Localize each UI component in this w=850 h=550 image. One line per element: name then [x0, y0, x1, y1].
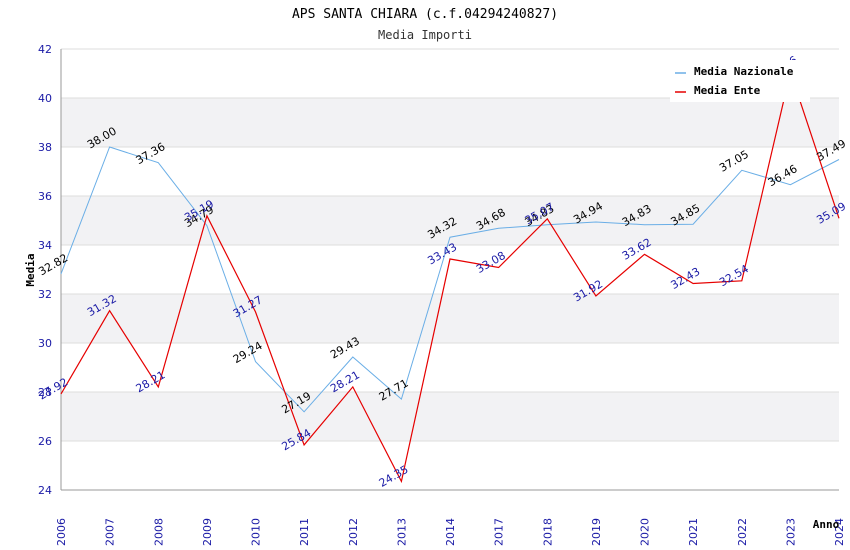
data-label-nazionale: 37.05	[717, 148, 751, 175]
x-tick-label: 2008	[152, 518, 165, 546]
x-tick-label: 2011	[298, 518, 311, 546]
data-label-nazionale: 36.46	[766, 162, 800, 189]
data-label-nazionale: 32.82	[36, 251, 70, 278]
legend-label-ente: Media Ente	[694, 84, 761, 97]
y-tick-label: 26	[38, 435, 52, 448]
grid-bands	[61, 98, 839, 441]
x-tick-label: 2019	[590, 518, 603, 546]
y-tick-label: 36	[38, 190, 52, 203]
x-tick-label: 2020	[639, 518, 652, 546]
x-tick-label: 2013	[395, 518, 408, 546]
data-label-ente: 33.08	[474, 249, 508, 276]
x-tick-label: 2024	[833, 518, 846, 546]
chart-subtitle: Media Importi	[378, 28, 472, 42]
series-line-ente	[60, 69, 840, 484]
x-axis-ticks: 2006 2007 2008 2009 2010 2011 2012 2013 2014 2017…	[55, 518, 846, 546]
y-tick-label: 38	[38, 141, 52, 154]
x-tick-label: 2017	[493, 518, 506, 546]
x-tick-label: 2023	[784, 518, 797, 546]
chart-title: APS SANTA CHIARA (c.f.04294240827)	[292, 7, 558, 22]
series-line-nazionale	[60, 146, 840, 413]
y-tick-label: 42	[38, 43, 52, 56]
grid-band	[61, 294, 839, 343]
data-label-ente: 32.54	[717, 262, 751, 289]
grid-band	[61, 98, 839, 147]
x-tick-label: 2014	[444, 518, 457, 546]
x-axis-label: Anno	[813, 518, 840, 531]
y-tick-label: 28	[38, 386, 52, 399]
grid-lines	[61, 48, 839, 491]
y-axis-ticks: 24 26 28 30 32 34 36 38 40 42	[38, 43, 52, 497]
y-axis-label: Media	[24, 253, 37, 286]
x-tick-label: 2006	[55, 518, 68, 546]
series-lines	[60, 69, 840, 484]
axes	[60, 49, 839, 491]
data-label-ente: 28.21	[328, 368, 362, 395]
x-tick-label: 2009	[201, 518, 214, 546]
x-tick-label: 2010	[250, 518, 263, 546]
x-tick-label: 2022	[736, 518, 749, 546]
grid-band	[61, 392, 839, 441]
legend-label-nazionale: Media Nazionale	[694, 65, 794, 78]
legend: Media Nazionale Media Ente	[670, 60, 810, 102]
y-tick-label: 40	[38, 92, 52, 105]
y-tick-label: 32	[38, 288, 52, 301]
y-tick-label: 24	[38, 484, 52, 497]
x-tick-label: 2021	[687, 518, 700, 546]
y-tick-label: 30	[38, 337, 52, 350]
legend-background	[670, 60, 810, 102]
x-tick-label: 2018	[541, 518, 554, 546]
x-tick-label: 2007	[104, 518, 117, 546]
x-tick-label: 2012	[347, 518, 360, 546]
data-label-ente: 32.43	[668, 265, 702, 292]
y-tick-label: 34	[38, 239, 52, 252]
data-label-ente: 28.21	[134, 368, 168, 395]
